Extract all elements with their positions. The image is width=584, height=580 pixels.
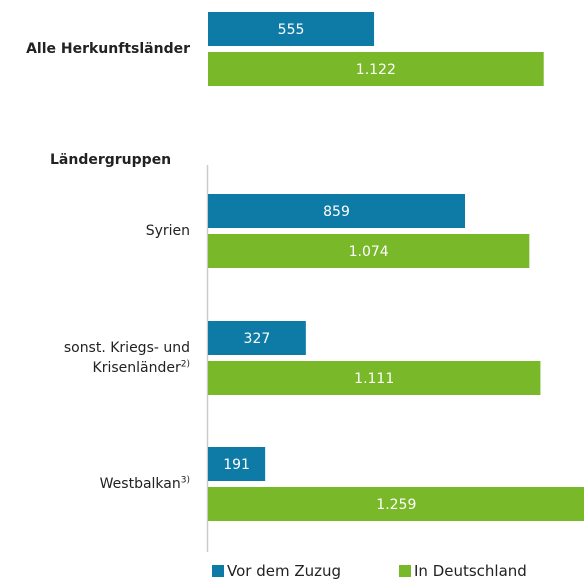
bar bbox=[208, 194, 466, 228]
category-text: Alle Herkunftsländer bbox=[26, 41, 190, 57]
value-label: 555 bbox=[278, 22, 305, 38]
value-label: 327 bbox=[244, 331, 271, 347]
category-text: Westbalkan bbox=[99, 476, 181, 492]
bar bbox=[208, 487, 584, 521]
legend-label: In Deutschland bbox=[414, 562, 527, 580]
bar bbox=[208, 12, 375, 46]
group-label: Ländergruppen bbox=[50, 152, 172, 168]
value-label: 1.122 bbox=[356, 62, 396, 78]
footnote: 3) bbox=[180, 475, 190, 486]
category-text: Syrien bbox=[145, 223, 190, 239]
legend-item: In Deutschland bbox=[399, 562, 527, 580]
bar bbox=[208, 447, 266, 481]
legend-item: Vor dem Zuzug bbox=[212, 562, 341, 580]
bar bbox=[208, 234, 530, 268]
category-label: Syrien bbox=[14, 221, 190, 241]
footnote: 2) bbox=[180, 359, 190, 370]
value-label: 1.259 bbox=[376, 497, 416, 513]
legend-swatch bbox=[212, 565, 224, 577]
category-text: sonst. Kriegs- und Krisenländer bbox=[63, 340, 190, 376]
category-label: Westbalkan3) bbox=[14, 474, 190, 494]
bar bbox=[208, 361, 541, 395]
value-label: 1.111 bbox=[354, 371, 394, 387]
bar bbox=[208, 52, 544, 86]
value-label: 1.074 bbox=[349, 244, 389, 260]
category-label: sonst. Kriegs- und Krisenländer2) bbox=[14, 338, 190, 378]
category-label: Alle Herkunftsländer bbox=[10, 39, 190, 59]
value-label: 859 bbox=[323, 204, 350, 220]
legend-swatch bbox=[399, 565, 411, 577]
bar bbox=[208, 321, 306, 355]
value-label: 191 bbox=[223, 457, 250, 473]
legend-label: Vor dem Zuzug bbox=[227, 562, 342, 580]
